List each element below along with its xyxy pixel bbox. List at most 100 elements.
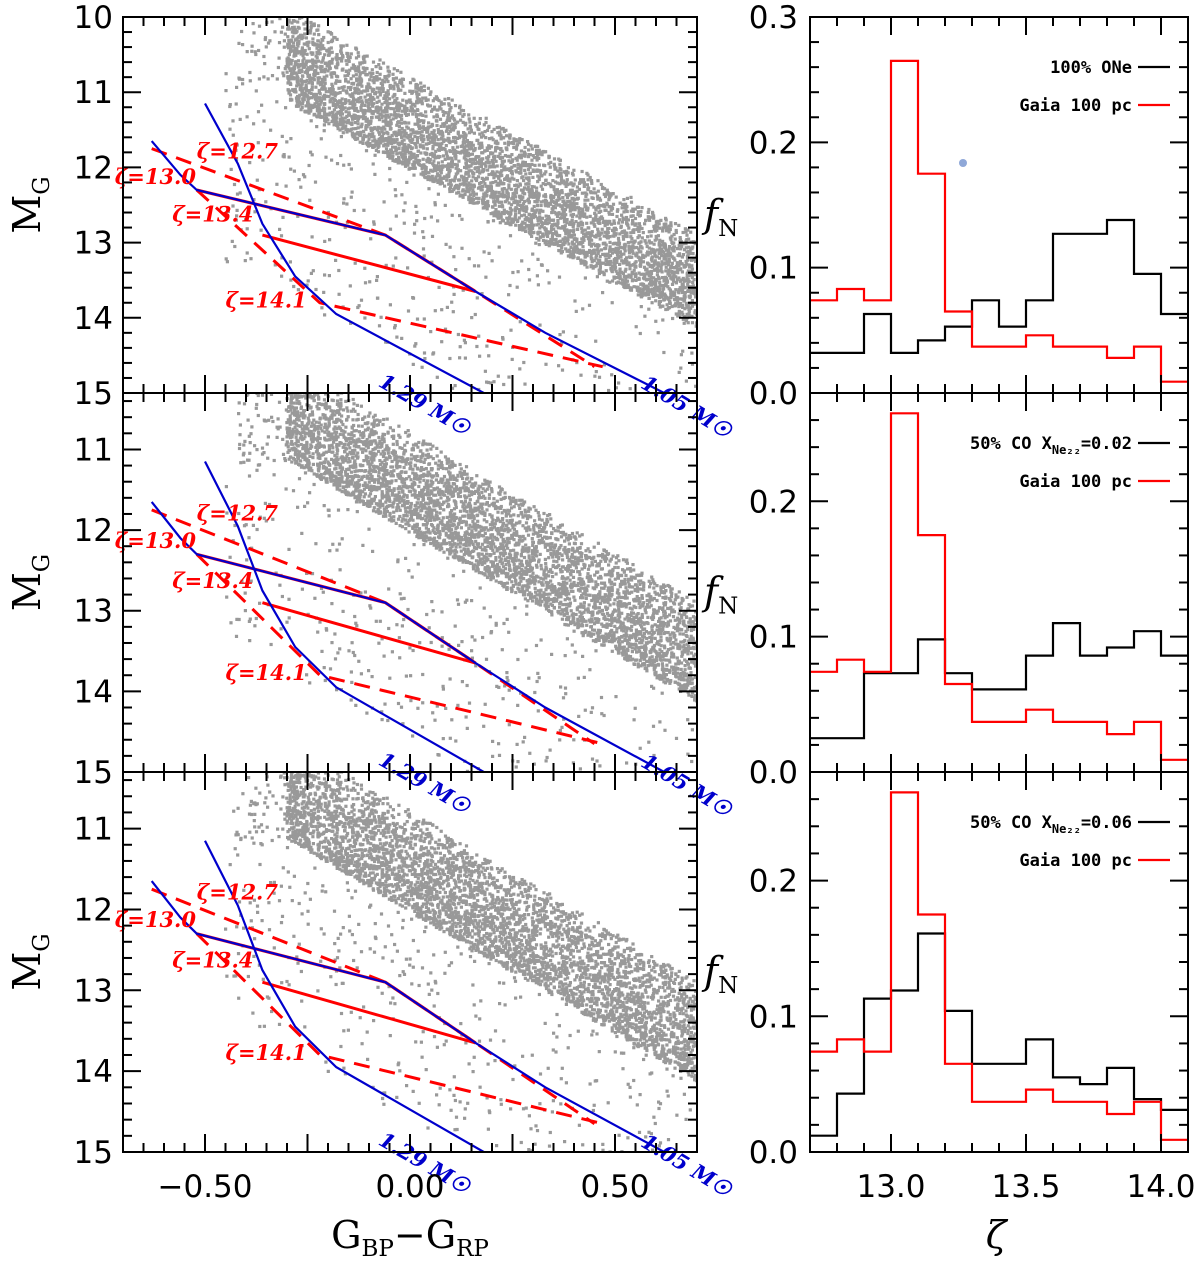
scatter-point xyxy=(570,204,574,208)
scatter-point xyxy=(420,136,424,141)
scatter-point xyxy=(674,230,678,235)
scatter-point xyxy=(400,152,404,156)
scatter-point xyxy=(371,60,376,64)
scatter-point xyxy=(364,119,368,123)
scatter-point xyxy=(381,89,385,93)
scatter-point xyxy=(426,127,430,131)
scatter-point xyxy=(544,530,548,534)
scatter-point xyxy=(589,249,593,254)
scatter-point xyxy=(598,265,602,269)
scatter-point xyxy=(627,248,631,252)
scatter-point xyxy=(480,141,484,145)
scatter-point xyxy=(515,143,519,147)
scatter-point xyxy=(547,221,551,225)
scatter-point xyxy=(573,237,577,241)
scatter-point xyxy=(489,535,493,539)
scatter-point xyxy=(514,145,519,149)
scatter-point xyxy=(419,87,423,91)
scatter-point xyxy=(340,107,344,111)
scatter-point xyxy=(387,123,391,128)
scatter-point xyxy=(598,270,602,274)
scatter-point xyxy=(448,107,452,111)
scatter-point xyxy=(346,128,350,132)
scatter-point xyxy=(330,61,334,65)
scatter-point xyxy=(560,246,564,250)
scatter-point xyxy=(450,300,454,304)
scatter-point xyxy=(340,105,344,109)
scatter-point xyxy=(357,304,361,308)
scatter-point xyxy=(617,241,622,245)
scatter-point xyxy=(345,114,349,118)
scatter-point xyxy=(667,258,671,262)
scatter-point xyxy=(464,172,468,176)
scatter-point xyxy=(291,71,295,75)
scatter-point xyxy=(620,220,625,224)
scatter-point xyxy=(649,275,653,280)
scatter-point xyxy=(677,291,681,295)
scatter-point xyxy=(322,102,326,106)
scatter-point xyxy=(610,265,615,269)
scatter-point xyxy=(663,256,667,261)
scatter-point xyxy=(301,74,305,78)
scatter-point xyxy=(297,50,301,54)
scatter-point xyxy=(475,344,479,349)
scatter-point xyxy=(349,167,353,171)
scatter-point xyxy=(426,156,430,160)
scatter-point xyxy=(507,217,511,221)
scatter-point xyxy=(652,224,656,228)
scatter-point xyxy=(386,132,390,136)
scatter-point xyxy=(604,222,608,226)
scatter-point xyxy=(608,245,612,249)
scatter-point xyxy=(319,115,323,119)
scatter-point xyxy=(583,276,587,280)
scatter-point xyxy=(374,109,378,113)
scatter-point xyxy=(678,297,682,301)
scatter-point xyxy=(477,121,481,125)
scatter-point xyxy=(581,214,585,218)
scatter-point xyxy=(477,146,481,150)
scatter-point xyxy=(650,301,654,305)
scatter-point xyxy=(353,91,357,95)
mass-track-line-1 xyxy=(204,102,485,393)
scatter-point xyxy=(477,196,481,200)
scatter-point xyxy=(429,178,433,182)
scatter-point xyxy=(376,111,380,115)
scatter-point xyxy=(537,243,541,247)
scatter-point xyxy=(467,174,471,178)
scatter-point xyxy=(442,102,446,106)
scatter-point xyxy=(306,44,310,48)
scatter-point xyxy=(478,171,482,175)
scatter-point xyxy=(394,145,398,149)
scatter-point xyxy=(560,341,564,345)
scatter-point xyxy=(647,282,652,286)
scatter-point xyxy=(356,118,360,123)
scatter-point xyxy=(370,102,374,106)
scatter-point xyxy=(615,214,619,219)
scatter-point xyxy=(459,169,463,173)
scatter-point xyxy=(377,324,382,328)
scatter-point xyxy=(564,173,569,177)
scatter-point xyxy=(423,151,427,155)
scatter-point xyxy=(491,211,495,215)
scatter-point xyxy=(531,223,535,227)
scatter-point xyxy=(627,244,631,248)
scatter-point xyxy=(383,143,387,147)
scatter-point xyxy=(572,182,576,186)
scatter-point xyxy=(583,202,587,206)
scatter-point xyxy=(500,173,504,177)
scatter-point xyxy=(538,323,542,327)
scatter-point xyxy=(499,134,503,138)
scatter-point xyxy=(573,191,577,195)
scatter-point xyxy=(334,74,339,78)
scatter-point xyxy=(397,147,401,151)
scatter-point xyxy=(326,40,330,45)
scatter-point xyxy=(380,127,384,131)
scatter-point xyxy=(353,135,357,139)
scatter-point xyxy=(228,127,232,131)
scatter-point xyxy=(356,126,360,130)
scatter-point xyxy=(378,72,382,76)
scatter-point xyxy=(426,502,430,506)
scatter-point xyxy=(292,408,297,412)
scatter-point xyxy=(595,194,600,198)
scatter-point xyxy=(617,636,621,640)
